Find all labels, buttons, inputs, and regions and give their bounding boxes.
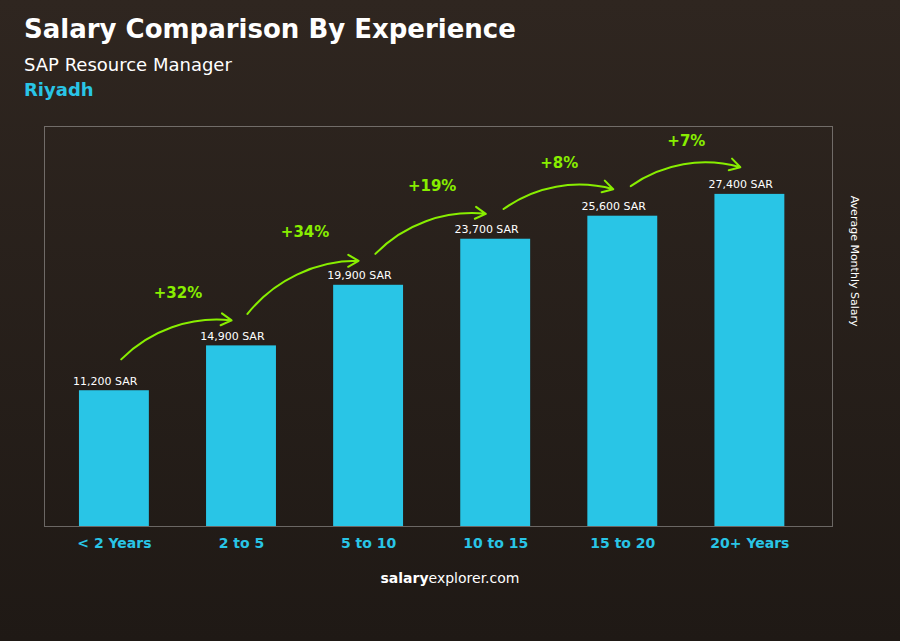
svg-text:+32%: +32% (154, 284, 202, 302)
svg-text:5 to 10: 5 to 10 (341, 535, 397, 551)
svg-text:20+ Years: 20+ Years (710, 535, 789, 551)
svg-text:2 to 5: 2 to 5 (219, 535, 265, 551)
svg-text:< 2 Years: < 2 Years (77, 535, 151, 551)
svg-text:15 to 20: 15 to 20 (590, 535, 655, 551)
html-text:Riyadh: Riyadh (24, 79, 94, 100)
svg-text:11,200 SAR: 11,200 SAR (73, 375, 138, 388)
svg-text:23,700 SAR: 23,700 SAR (454, 223, 519, 236)
svg-text:Average Monthly Salary: Average Monthly Salary (848, 196, 861, 327)
svg-text:+8%: +8% (540, 154, 578, 172)
html-text:SAP Resource Manager: SAP Resource Manager (24, 54, 232, 75)
svg-text:+7%: +7% (667, 132, 705, 150)
svg-text:25,600 SAR: 25,600 SAR (581, 200, 646, 213)
svg-text:27,400 SAR: 27,400 SAR (709, 178, 774, 191)
html-text:salary explorer.com: salary explorer.com (380, 570, 520, 586)
svg-text:19,900 SAR: 19,900 SAR (327, 269, 392, 282)
html-text:Salary Comparison By Experienc: Salary Comparison By Experience (24, 14, 516, 44)
svg-text:10 to 15: 10 to 15 (463, 535, 528, 551)
svg-text:+19%: +19% (408, 177, 456, 195)
svg-text:14,900 SAR: 14,900 SAR (200, 330, 265, 343)
svg-text:+34%: +34% (281, 223, 329, 241)
